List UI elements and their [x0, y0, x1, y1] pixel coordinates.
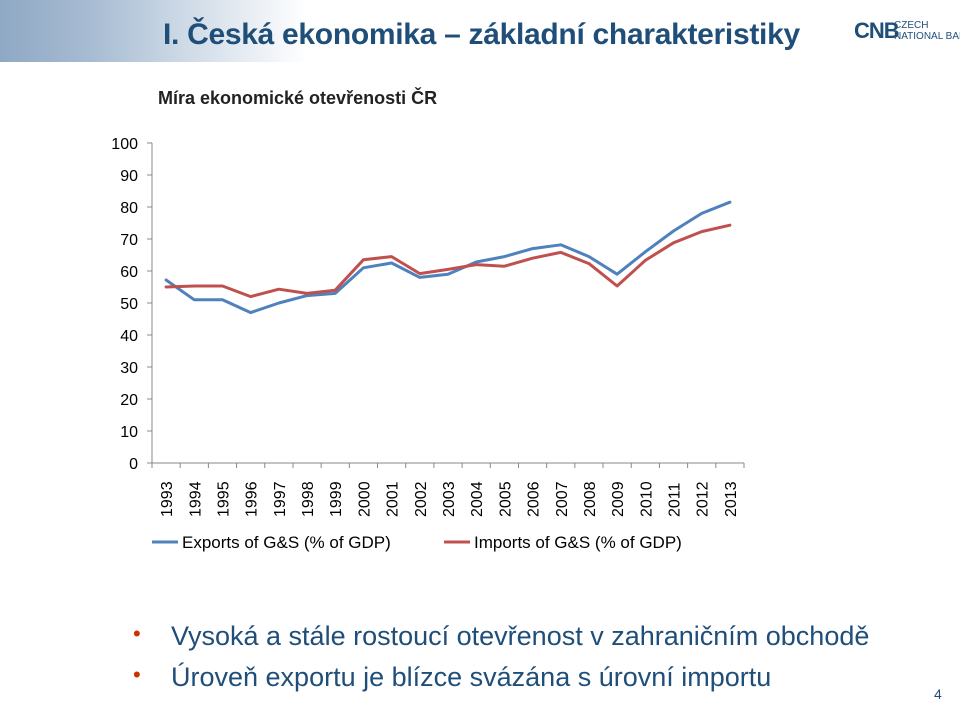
series-line: [164, 223, 732, 299]
x-tick-label: 2007: [554, 481, 571, 517]
x-tick-label: 1994: [187, 481, 204, 517]
y-tick-label: 10: [120, 424, 138, 441]
x-tick-label: 2011: [667, 482, 684, 517]
bullet-text: Vysoká a stále rostoucí otevřenost v zah…: [171, 621, 870, 651]
x-tick-label: 1997: [272, 481, 289, 517]
x-tick-label: 1998: [300, 481, 317, 517]
y-tick-label: 50: [120, 296, 138, 313]
x-tick-label: 2009: [610, 481, 627, 517]
x-tick-label: 2013: [723, 481, 740, 517]
x-tick-label: 2005: [497, 481, 514, 517]
x-tick-label: 2012: [695, 481, 712, 517]
y-tick-label: 70: [120, 232, 138, 249]
chart-title: Míra ekonomické otevřenosti ČR: [158, 88, 438, 108]
page-number: 4: [934, 686, 942, 702]
legend-label: Exports of G&S (% of GDP): [182, 533, 391, 552]
cnb-logo-line2: NATIONAL BANK: [894, 31, 960, 42]
x-tick-label: 2001: [385, 481, 402, 517]
x-tick-label: 1995: [215, 481, 232, 517]
cnb-logo: CNB CZECH NATIONAL BANK: [854, 16, 960, 56]
bullet-dot-icon: •: [133, 621, 141, 646]
x-tick-label: 1999: [328, 481, 345, 517]
cnb-logo-text: CZECH NATIONAL BANK: [894, 20, 960, 42]
legend-label: Imports of G&S (% of GDP): [474, 533, 682, 552]
x-tick-label: 2003: [441, 481, 458, 517]
x-tick-label: 1993: [159, 481, 176, 517]
x-tick-label: 2000: [356, 481, 373, 517]
x-tick-label: 2010: [638, 481, 655, 517]
cnb-logo-mark: CNB: [854, 18, 900, 43]
y-tick-label: 60: [120, 264, 138, 281]
y-tick-label: 80: [120, 200, 138, 217]
x-tick-label: 2004: [469, 481, 486, 517]
x-tick-label: 2008: [582, 481, 599, 517]
y-tick-label: 20: [120, 392, 138, 409]
header-gradient-bar: [0, 0, 960, 62]
x-tick-label: 2002: [413, 481, 430, 517]
y-tick-label: 100: [111, 136, 138, 153]
slide-title: I. Česká ekonomika – základní charakteri…: [163, 18, 800, 51]
y-tick-label: 40: [120, 328, 138, 345]
cnb-logo-line1: CZECH: [894, 20, 929, 31]
bullet-text: Úroveň exportu je blízce svázána s úrovn…: [171, 662, 772, 692]
y-tick-label: 0: [129, 456, 138, 473]
y-tick-label: 30: [120, 360, 138, 377]
bullet-dot-icon: •: [133, 662, 141, 687]
y-tick-label: 90: [120, 168, 138, 185]
x-tick-label: 1996: [244, 481, 261, 517]
x-tick-label: 2006: [526, 481, 543, 517]
